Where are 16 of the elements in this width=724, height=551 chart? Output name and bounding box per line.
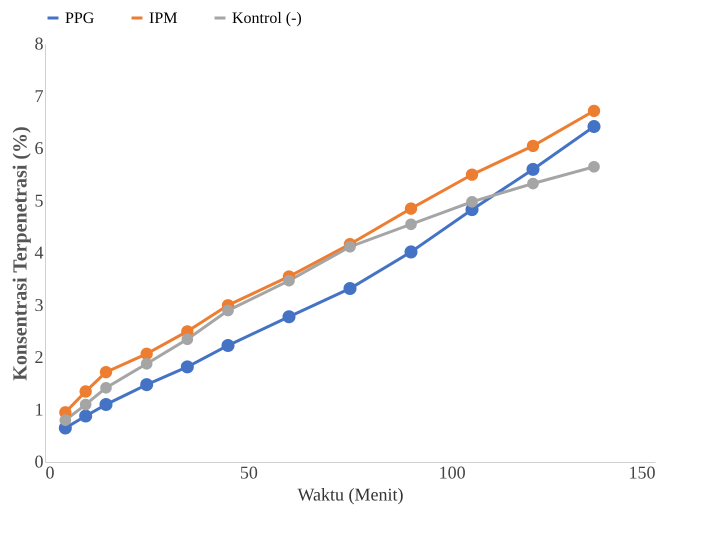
x-tick-label: 50	[240, 462, 258, 482]
y-axis-title: Konsentrasi Terpenetrasi (%)	[10, 126, 32, 381]
legend-label: IPM	[149, 10, 178, 27]
legend-label: Kontrol (-)	[232, 10, 302, 27]
y-tick-label: 2	[34, 347, 44, 367]
y-tick-label: 6	[34, 138, 44, 158]
y-tick-label: 5	[34, 190, 44, 210]
y-tick-label: 1	[34, 399, 44, 420]
x-tick-label: 100	[438, 462, 466, 482]
y-tick-label: 7	[34, 86, 44, 106]
legend-label: PPG	[65, 10, 95, 27]
y-tick-label: 4	[34, 242, 44, 262]
y-tick-label: 8	[34, 34, 44, 54]
y-tick-label: 3	[34, 294, 44, 315]
x-tick-label: 150	[628, 462, 656, 482]
x-axis-title: Waktu (Menit)	[297, 484, 404, 504]
